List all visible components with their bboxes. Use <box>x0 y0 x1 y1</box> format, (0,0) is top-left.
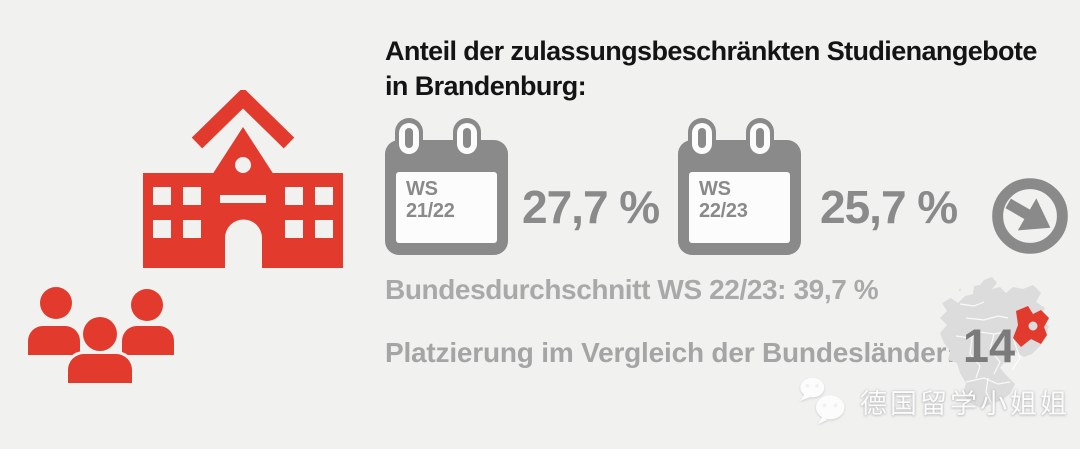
calendar-icon-ws-21-22: WS 21/22 <box>385 118 508 255</box>
students-group-icon <box>28 287 174 384</box>
germany-map: 14 <box>936 272 1072 448</box>
calendar-ring-icon <box>453 118 481 158</box>
calendar-ring-icon <box>746 118 774 158</box>
arrow-down-right-circle-icon <box>992 178 1068 254</box>
calendar-ring-icon <box>395 118 423 158</box>
period-season: WS <box>406 178 438 200</box>
period-season: WS <box>699 178 731 200</box>
school-building-icon <box>143 90 343 268</box>
watermark-text: 德国留学小姐姐 <box>860 388 1070 419</box>
calendar-period-label: WS 22/23 <box>689 172 790 243</box>
national-average-text: Bundesdurchschnitt WS 22/23: 39,7 % <box>385 274 879 305</box>
calendar-icon-ws-22-23: WS 22/23 <box>678 118 801 255</box>
period-years: 22/23 <box>699 200 748 222</box>
ranking-label: Platzierung im Vergleich der Bundeslände… <box>385 337 956 368</box>
wechat-icon <box>799 377 845 425</box>
ranking-value: 14 <box>962 319 1016 372</box>
brandenburg-highlight <box>1013 306 1049 347</box>
title-line-1: Anteil der zulassungsbeschränkten Studie… <box>385 36 1037 66</box>
calendar-ring-icon <box>688 118 716 158</box>
title-line-2: in Brandenburg: <box>385 71 587 101</box>
metric-value-ws-21-22: 27,7 % <box>522 181 660 233</box>
metric-value-ws-22-23: 25,7 % <box>820 181 958 233</box>
period-years: 21/22 <box>406 200 455 222</box>
page-title: Anteil der zulassungsbeschränkten Studie… <box>385 34 1055 104</box>
watermark: 德国留学小姐姐 <box>796 376 1070 426</box>
calendar-period-label: WS 21/22 <box>396 172 497 243</box>
